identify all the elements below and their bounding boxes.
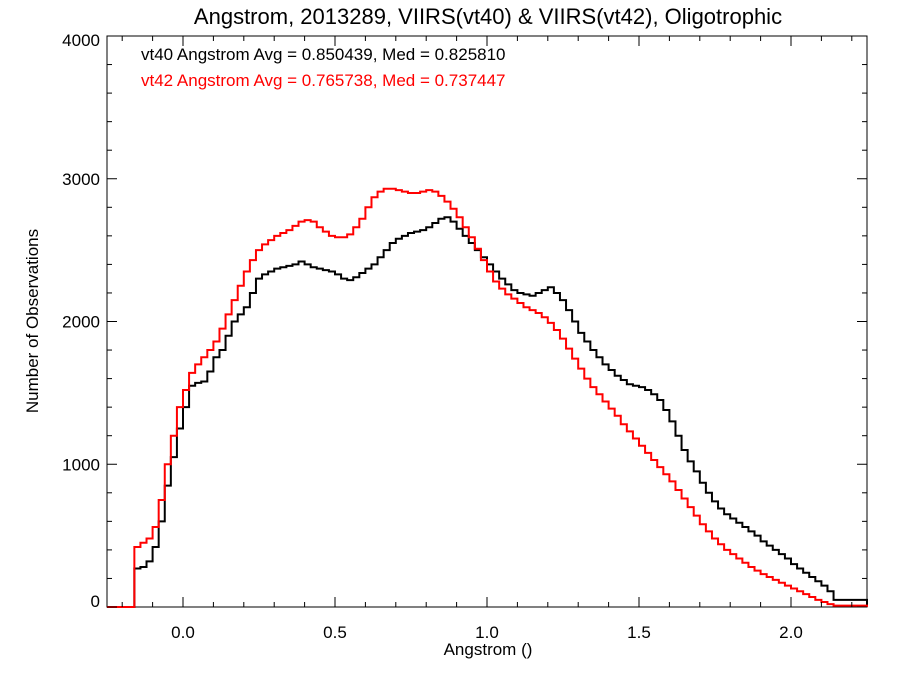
legend-entry-vt40: vt40 Angstrom Avg = 0.850439, Med = 0.82… xyxy=(141,45,506,64)
x-tick-label: 2.0 xyxy=(779,623,803,642)
x-tick-label: 0.0 xyxy=(171,623,195,642)
y-tick-labels: 0 1000 2000 3000 4000 xyxy=(62,31,100,611)
y-axis-label: Number of Observations xyxy=(23,229,42,413)
y-tick-label: 3000 xyxy=(62,170,100,189)
x-tick-label: 0.5 xyxy=(323,623,347,642)
series-layer xyxy=(107,187,868,608)
plot-frame xyxy=(106,35,868,608)
series-line-0 xyxy=(107,216,868,608)
series-line-1 xyxy=(107,187,868,608)
x-tick-labels: 0.0 0.5 1.0 1.5 2.0 xyxy=(171,623,803,642)
x-axis-label: Angstrom () xyxy=(444,640,533,659)
y-tick-label: 2000 xyxy=(62,313,100,332)
y-tick-label: 0 xyxy=(91,592,100,611)
chart-title: Angstrom, 2013289, VIIRS(vt40) & VIIRS(v… xyxy=(194,4,782,29)
x-tick-label: 1.0 xyxy=(475,623,499,642)
y-tick-label: 4000 xyxy=(62,31,100,50)
legend-entry-vt42: vt42 Angstrom Avg = 0.765738, Med = 0.73… xyxy=(141,71,506,90)
tick-layer xyxy=(107,35,867,608)
y-tick-label: 1000 xyxy=(62,455,100,474)
x-tick-label: 1.5 xyxy=(627,623,651,642)
plot-area xyxy=(106,35,868,608)
